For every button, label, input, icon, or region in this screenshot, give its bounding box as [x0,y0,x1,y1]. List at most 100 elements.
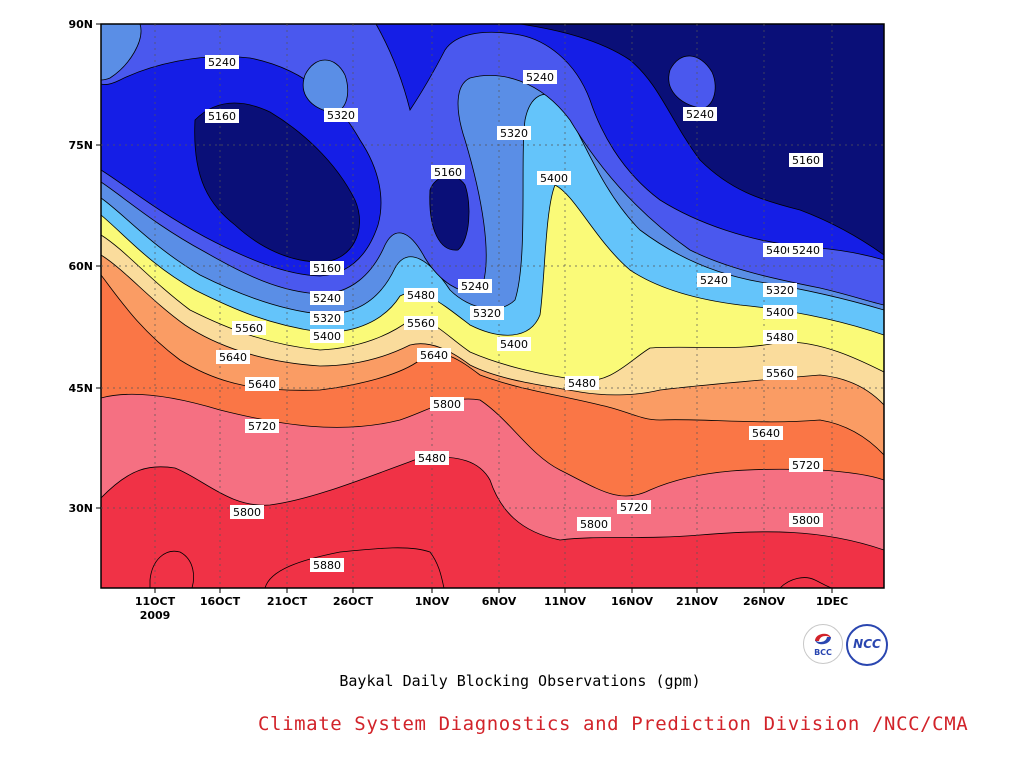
contour-label-bg [324,108,358,122]
contour-label-25: 5640 [245,377,279,391]
contour-label-bg [537,171,571,185]
band-upper-right-low [519,24,884,256]
contour-label-text: 5400 [540,172,568,185]
contour-label-text: 5400 [500,338,528,351]
contour-label-text: 5320 [313,312,341,325]
contour-label-44: 5800 [430,397,464,411]
contour-label-30: 5400 [763,243,797,257]
contour-label-text: 5480 [568,377,596,390]
hole-5240-b [668,55,716,109]
contour-label-37: 5560 [763,366,797,380]
contour-label-40: 5720 [617,500,651,514]
contour-label-text: 5240 [686,108,714,121]
hole-5320-a [302,59,349,113]
contour-label-36: 5480 [763,330,797,344]
x-tick-label-2: 21OCT [267,595,308,608]
contour-label-20: 5240 [523,70,557,84]
contour-label-17: 5480 [565,376,599,390]
contour-label-bg [310,291,344,305]
contour-label-16: 5400 [497,337,531,351]
contour-label-text: 5320 [327,109,355,122]
contour-label-bg [497,126,531,140]
contour-label-text: 5800 [233,506,261,519]
contour-label-text: 5800 [433,398,461,411]
x-tick-label-5: 6NOV [482,595,517,608]
contour-label-41: 5800 [577,517,611,531]
contour-label-text: 5240 [792,244,820,257]
contour-label-bg [245,419,279,433]
contour-label-bg [789,513,823,527]
contour-label-bg [763,283,797,297]
contour-label-2: 5320 [324,108,358,122]
contour-label-5: 5320 [310,311,344,325]
patch-5880-b [264,547,445,588]
contour-label-33: 5160 [789,153,823,167]
contour-label-26: 5720 [245,419,279,433]
contour-label-31: 5480 [415,451,449,465]
contour-label-14: 5240 [697,273,731,287]
contour-label-8: 5160 [431,165,465,179]
x-tick-label-4: 1NOV [415,595,450,608]
contour-label-bg [310,261,344,275]
y-tick-label-1: 45N [68,382,93,395]
contour-label-12: 5640 [417,348,451,362]
contour-label-text: 5800 [792,514,820,527]
contour-label-bg [404,316,438,330]
contour-label-text: 5160 [313,262,341,275]
x-tick-label-8: 21NOV [676,595,719,608]
x-tick-label-6: 11NOV [544,595,587,608]
ncc-logo: NCC [846,624,888,666]
axes: 11OCT 16OCT 21OCT 26OCT 1NOV 6NOV 11NOV 16NOV 21… [68,18,848,622]
contour-label-bg [232,321,266,335]
contour-label-text: 5480 [766,331,794,344]
contour-label-text: 5160 [434,166,462,179]
y-tick-label-3: 75N [68,139,93,152]
contour-label-text: 5320 [766,284,794,297]
contour-label-bg [404,288,438,302]
contour-label-text: 5480 [418,452,446,465]
contour-label-text: 5560 [766,367,794,380]
contour-label-bg [430,397,464,411]
contour-label-bg [749,426,783,440]
contour-label-bg [617,500,651,514]
contour-label-43: 5880 [310,558,344,572]
contour-chart: 11OCT 16OCT 21OCT 26OCT 1NOV 6NOV 11NOV 16NOV 21… [68,18,885,622]
contour-label-15: 5320 [470,306,504,320]
contour-label-text: 5160 [792,154,820,167]
x-tick-label-7: 16NOV [611,595,654,608]
plot-area [101,24,884,588]
x-tick-label-0: 11OCT [135,595,176,608]
x-tick-label-3: 26OCT [333,595,374,608]
contour-label-bg [245,377,279,391]
contour-label-text: 5320 [500,127,528,140]
contour-label-21: 5320 [497,126,531,140]
plot-frame [100,23,885,589]
contour-label-text: 5720 [792,459,820,472]
contour-label-text: 5320 [473,307,501,320]
contour-label-6: 5400 [310,329,344,343]
contour-label-text: 5800 [580,518,608,531]
contour-label-text: 5720 [248,420,276,433]
contour-label-bg [458,279,492,293]
contour-label-bg [205,55,239,69]
contour-label-18: 5560 [232,321,266,335]
contour-label-bg [431,165,465,179]
contour-label-bg [417,348,451,362]
contour-label-32: 5240 [789,243,823,257]
contour-label-bg [565,376,599,390]
contour-label-text: 5640 [420,349,448,362]
contour-label-text: 5240 [313,292,341,305]
y-tick-label-4: 90N [68,18,93,31]
contour-label-11: 5560 [404,316,438,330]
contour-label-39: 5720 [789,458,823,472]
contour-label-bg [683,107,717,121]
contour-label-28: 5240 [683,107,717,121]
contour-label-text: 5240 [700,274,728,287]
x-tick-label-10: 1DEC [816,595,848,608]
contour-label-bg [697,273,731,287]
contour-label-text: 5240 [526,71,554,84]
patch-5880-a [149,550,194,588]
contour-label-27: 5800 [230,505,264,519]
contour-label-text: 5640 [752,427,780,440]
contour-label-bg [763,366,797,380]
